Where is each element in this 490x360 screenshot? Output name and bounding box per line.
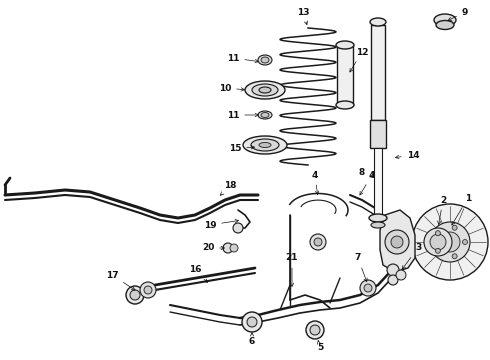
Ellipse shape	[259, 87, 271, 93]
Ellipse shape	[251, 139, 279, 151]
Text: 4: 4	[312, 171, 319, 194]
Circle shape	[452, 225, 457, 230]
Circle shape	[247, 317, 257, 327]
Text: 12: 12	[350, 48, 368, 72]
Ellipse shape	[336, 101, 354, 109]
Ellipse shape	[434, 14, 456, 26]
Circle shape	[440, 232, 460, 252]
Circle shape	[140, 282, 156, 298]
Text: 10: 10	[219, 84, 245, 93]
Ellipse shape	[261, 112, 269, 117]
Ellipse shape	[258, 111, 272, 119]
Circle shape	[385, 230, 409, 254]
Circle shape	[144, 286, 152, 294]
Circle shape	[435, 248, 441, 253]
Circle shape	[310, 234, 326, 250]
Polygon shape	[380, 210, 415, 272]
Circle shape	[314, 238, 322, 246]
Circle shape	[435, 231, 441, 236]
Bar	[337, 45, 353, 105]
Circle shape	[430, 222, 470, 262]
Circle shape	[463, 239, 467, 244]
Circle shape	[396, 270, 406, 280]
Ellipse shape	[371, 222, 385, 228]
Bar	[374, 148, 382, 218]
Ellipse shape	[370, 18, 386, 26]
Ellipse shape	[336, 41, 354, 49]
Circle shape	[387, 264, 399, 276]
Circle shape	[233, 223, 243, 233]
Text: 17: 17	[106, 270, 135, 290]
Circle shape	[452, 254, 457, 259]
Text: 7: 7	[355, 253, 367, 282]
Text: 13: 13	[297, 8, 309, 24]
Text: 2: 2	[438, 195, 446, 225]
Ellipse shape	[369, 214, 387, 222]
Circle shape	[223, 243, 233, 253]
Ellipse shape	[259, 143, 271, 148]
Text: 6: 6	[249, 333, 255, 346]
Circle shape	[130, 290, 140, 300]
Circle shape	[364, 284, 372, 292]
Ellipse shape	[261, 57, 269, 63]
Text: 16: 16	[189, 266, 207, 283]
Text: 1: 1	[452, 194, 471, 225]
Ellipse shape	[245, 81, 285, 99]
Circle shape	[306, 321, 324, 339]
Text: 19: 19	[204, 219, 239, 230]
Bar	[370, 120, 386, 148]
Circle shape	[310, 325, 320, 335]
Circle shape	[430, 234, 446, 250]
Text: 14: 14	[395, 150, 419, 159]
Circle shape	[391, 236, 403, 248]
Text: 5: 5	[317, 341, 323, 352]
Ellipse shape	[243, 136, 287, 154]
Circle shape	[424, 228, 452, 256]
Text: 11: 11	[227, 54, 259, 63]
Text: 8: 8	[359, 167, 375, 177]
Circle shape	[126, 286, 144, 304]
Ellipse shape	[258, 55, 272, 65]
Text: 9: 9	[448, 8, 468, 21]
Text: 15: 15	[229, 144, 254, 153]
Text: 4: 4	[360, 171, 375, 195]
Text: 18: 18	[220, 180, 236, 195]
Ellipse shape	[252, 84, 278, 96]
Text: 21: 21	[286, 253, 298, 287]
Circle shape	[388, 275, 398, 285]
Circle shape	[360, 280, 376, 296]
Circle shape	[412, 204, 488, 280]
Circle shape	[242, 312, 262, 332]
Text: 20: 20	[202, 243, 224, 252]
Bar	[371, 25, 385, 120]
Text: 3: 3	[402, 243, 421, 269]
Circle shape	[230, 244, 238, 252]
Ellipse shape	[436, 21, 454, 30]
Text: 11: 11	[227, 111, 258, 120]
